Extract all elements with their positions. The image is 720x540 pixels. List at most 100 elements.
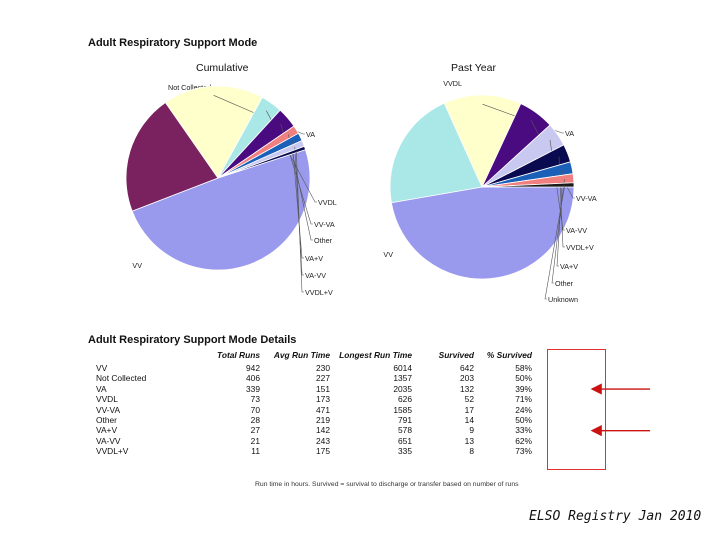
pie-slice-vvdl-v <box>217 145 307 179</box>
cell-pct-survived: 50% <box>515 373 532 384</box>
pie-label-va: VA <box>306 130 315 139</box>
col-header-longest-run-time: Longest Run Time <box>339 350 412 360</box>
leader-line-va <box>482 103 564 134</box>
table-row: VA 339 151 2035 132 39% <box>96 384 532 394</box>
pie-slice-vvdl <box>389 102 483 204</box>
pie-label-vv-va: VV-VA <box>314 220 335 229</box>
details-table-header: Total Runs Avg Run Time Longest Run Time… <box>96 350 532 363</box>
table-row: Not Collected 406 227 1357 203 50% <box>96 373 532 383</box>
pie-label-vvdl: VVDL <box>318 198 337 207</box>
cell-longest-run-time: 6014 <box>393 363 412 373</box>
pie-charts: VV Not Collected VA VVDL VV-VA Other VA+V VA-VV… <box>125 79 597 304</box>
cell-longest-run-time: 791 <box>398 415 412 426</box>
pie-slice-va <box>164 85 263 179</box>
cell-mode: VVDL+V <box>96 446 129 457</box>
cell-avg-run-time: 173 <box>316 394 330 405</box>
cell-longest-run-time: 1357 <box>393 373 412 384</box>
cell-survived: 642 <box>460 363 474 373</box>
cell-avg-run-time: 175 <box>316 446 330 457</box>
leader-line-va-vv <box>294 146 304 276</box>
table-row: VA+V 27 142 578 9 33% <box>96 425 532 435</box>
pie-label-va-v: VA+V <box>560 262 578 271</box>
col-header-avg-run-time: Avg Run Time <box>273 350 330 360</box>
pie-slice-unknown <box>481 182 575 188</box>
table-row: VV 942 230 6014 642 58% <box>96 363 532 373</box>
details-table: Total Runs Avg Run Time Longest Run Time… <box>96 350 532 457</box>
cell-avg-run-time: 471 <box>316 404 330 415</box>
cell-longest-run-time: 335 <box>398 446 412 457</box>
cell-total-runs: 21 <box>250 435 260 446</box>
cell-avg-run-time: 230 <box>316 363 330 373</box>
col-header-pct-survived: % Survived <box>486 350 532 360</box>
details-title: Adult Respiratory Support Mode Details <box>88 334 297 346</box>
cell-survived: 14 <box>464 415 474 426</box>
leader-line-vv-va <box>280 123 313 225</box>
cell-survived: 203 <box>460 373 474 384</box>
registry-label: ELSO Registry Jan 2010 <box>529 509 702 524</box>
pie-past-year: VV VVDL VA VV-VA VA-VV VVDL+V VA+V Other Unknown <box>383 79 596 304</box>
cell-mode: VVDL <box>96 394 118 405</box>
cell-total-runs: 339 <box>246 383 260 394</box>
table-row: Other 28 219 791 14 50% <box>96 415 532 425</box>
cell-avg-run-time: 243 <box>316 435 330 446</box>
pie-label-other: Other <box>555 279 574 288</box>
cell-avg-run-time: 227 <box>316 373 330 384</box>
pie-label-vvdl-v: VVDL+V <box>566 243 594 252</box>
pie-label-va-vv: VA-VV <box>305 271 326 280</box>
col-header-survived: Survived <box>438 350 474 360</box>
pie-slice-vv <box>131 149 311 271</box>
cell-survived: 9 <box>469 425 474 436</box>
pie-label-va: VA <box>565 129 574 138</box>
pie-label-other: Other <box>314 236 333 245</box>
cell-total-runs: 27 <box>250 425 260 436</box>
cell-mode: VV-VA <box>96 404 121 415</box>
cell-pct-survived: 58% <box>515 363 532 373</box>
table-row: VVDL 73 173 626 52 71% <box>96 394 532 404</box>
cell-mode: VA <box>96 383 107 394</box>
col-header-total-runs: Total Runs <box>217 350 260 360</box>
col-header-mode <box>96 350 208 363</box>
pie-label-vvdl-v: VVDL+V <box>305 288 333 297</box>
cell-total-runs: 406 <box>246 373 260 384</box>
cell-pct-survived: 33% <box>515 425 532 436</box>
pie-label-va-vv: VA-VV <box>566 226 587 235</box>
cell-avg-run-time: 151 <box>316 383 330 394</box>
cell-longest-run-time: 1585 <box>393 404 412 415</box>
cell-longest-run-time: 578 <box>398 425 412 436</box>
cell-survived: 52 <box>464 394 474 405</box>
pie-label-vv-va: VV-VA <box>576 194 597 203</box>
leader-line-va-v <box>556 169 564 267</box>
cell-pct-survived: 39% <box>515 383 532 394</box>
footnote: Run time in hours. Survived = survival t… <box>255 481 519 488</box>
cell-mode: Not Collected <box>96 373 147 384</box>
leader-line-va <box>213 95 305 135</box>
pie-label-vvdl: VVDL <box>443 79 462 88</box>
cell-pct-survived: 62% <box>515 435 532 446</box>
leader-line-vvdl-v <box>296 150 304 293</box>
cell-pct-survived: 24% <box>515 404 532 415</box>
cell-total-runs: 28 <box>250 415 260 426</box>
cell-pct-survived: 73% <box>515 446 532 457</box>
cell-mode: VA+V <box>96 425 118 436</box>
cell-pct-survived: 71% <box>515 394 532 405</box>
cell-total-runs: 11 <box>251 446 260 457</box>
cell-total-runs: 70 <box>250 404 260 415</box>
leader-line-other <box>551 179 565 284</box>
cell-total-runs: 942 <box>246 363 260 373</box>
cell-survived: 8 <box>469 446 474 457</box>
cell-avg-run-time: 219 <box>316 415 330 426</box>
cell-total-runs: 73 <box>250 394 260 405</box>
cell-longest-run-time: 626 <box>398 394 412 405</box>
table-row: VVDL+V 11 175 335 8 73% <box>96 446 532 456</box>
cell-mode: Other <box>96 415 117 426</box>
cell-pct-survived: 50% <box>515 415 532 426</box>
pie-label-not-collected: Not Collected <box>168 83 211 92</box>
pie-label-va-v: VA+V <box>305 254 323 263</box>
cell-mode: VV <box>96 363 108 373</box>
cell-longest-run-time: 651 <box>398 435 412 446</box>
leader-line-va-v <box>291 140 304 259</box>
cell-avg-run-time: 142 <box>316 425 330 436</box>
page-title: Adult Respiratory Support Mode <box>88 37 258 49</box>
cell-mode: VA-VV <box>96 435 121 446</box>
table-row: VA-VV 21 243 651 13 62% <box>96 436 532 446</box>
